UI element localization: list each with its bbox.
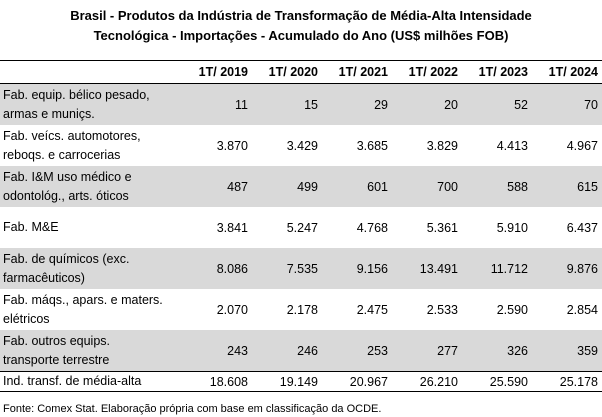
table-cell: 700	[392, 166, 462, 207]
row-label-line-1: Fab. veícs. automotores,	[3, 128, 141, 143]
row-label: Fab. veícs. automotores, reboqs. e carroc…	[0, 125, 182, 166]
source-note: Fonte: Comex Stat. Elaboração própria co…	[3, 403, 382, 415]
table-cell: 9.156	[322, 248, 392, 289]
row-label-line-1: Fab. equip. bélico pesado,	[3, 87, 150, 102]
table-cell: 5.910	[496, 220, 528, 235]
table-row: Fab. máqs., apars. e maters. elétricos 2.…	[0, 289, 602, 330]
row-label-line-1: Fab. de químicos (exc.	[3, 251, 130, 266]
table-cell: 4.768	[356, 220, 388, 235]
table-cell: 11.712	[462, 248, 532, 289]
table-row: Fab. equip. bélico pesado, armas e muniçs…	[0, 83, 602, 125]
title-line-1: Brasil - Produtos da Indústria de Transf…	[70, 8, 532, 23]
table-cell: 6.437	[566, 220, 598, 235]
row-label: Fab. de químicos (exc. farmacêuticos)	[0, 248, 182, 289]
row-label-line-1: Fab. máqs., apars. e maters.	[3, 292, 163, 307]
table-cell: 13.491	[392, 248, 462, 289]
total-cell: 25.590	[462, 371, 532, 392]
table-cell: 20	[392, 83, 462, 125]
table-cell: 2.854	[566, 302, 598, 317]
table-cell: 326	[462, 330, 532, 372]
table-row: Fab. I&M uso médico e odontológ., arts. ó…	[0, 166, 602, 207]
row-label-line-2: odontológ., arts. óticos	[3, 188, 129, 203]
table-cell: 3.829	[426, 138, 458, 153]
table-row: Fab. de químicos (exc. farmacêuticos) 8.0…	[0, 248, 602, 289]
table-cell: 487	[182, 166, 252, 207]
table-cell: 15	[252, 83, 322, 125]
row-label-line-1: Fab. outros equips.	[3, 333, 111, 348]
table-cell: 3.870	[216, 138, 248, 153]
header-cell-2022: 1T/ 2022	[392, 60, 462, 84]
table-row: Fab. veícs. automotores, reboqs. e carroc…	[0, 125, 602, 166]
table-cell: 52	[462, 83, 532, 125]
table-cell: 7.535	[252, 248, 322, 289]
row-label: Fab. máqs., apars. e maters. elétricos	[0, 289, 182, 330]
table-body: Fab. equip. bélico pesado, armas e muniçs…	[0, 83, 602, 392]
table-cell: 359	[532, 330, 602, 372]
total-cell: 26.210	[392, 371, 462, 392]
table-header: 1T/ 2019 1T/ 2020 1T/ 2021 1T/ 2022 1T/ …	[0, 60, 602, 84]
table-cell: 253	[322, 330, 392, 372]
table-cell: 3.685	[356, 138, 388, 153]
table-cell: 5.361	[426, 220, 458, 235]
table-cell: 4.967	[566, 138, 598, 153]
header-cell-2023: 1T/ 2023	[462, 60, 532, 84]
table-cell: 2.533	[426, 302, 458, 317]
table-cell: 3.429	[286, 138, 318, 153]
table-cell: 3.841	[216, 220, 248, 235]
total-label: Ind. transf. de média-alta	[0, 371, 182, 392]
table-cell: 615	[532, 166, 602, 207]
table-cell: 9.876	[532, 248, 602, 289]
row-label-line-1: Fab. I&M uso médico e	[3, 169, 132, 184]
row-label-line-2: elétricos	[3, 311, 50, 326]
table-cell: 601	[322, 166, 392, 207]
table-cell: 70	[532, 83, 602, 125]
row-label-line-1: Fab. M&E	[3, 220, 59, 234]
row-label-line-2: transporte terrestre	[3, 352, 110, 367]
table-cell: 4.413	[496, 138, 528, 153]
row-label: Fab. M&E	[0, 207, 182, 248]
table-cell: 499	[252, 166, 322, 207]
imports-table: 1T/ 2019 1T/ 2020 1T/ 2021 1T/ 2022 1T/ …	[0, 60, 602, 392]
row-label: Fab. I&M uso médico e odontológ., arts. ó…	[0, 166, 182, 207]
table-cell: 246	[252, 330, 322, 372]
table-row: Fab. outros equips. transporte terrestre …	[0, 330, 602, 372]
table-cell: 588	[462, 166, 532, 207]
total-cell: 18.608	[182, 371, 252, 392]
header-cell-2020: 1T/ 2020	[252, 60, 322, 84]
header-row: 1T/ 2019 1T/ 2020 1T/ 2021 1T/ 2022 1T/ …	[0, 60, 602, 84]
table-cell: 2.590	[496, 302, 528, 317]
header-cell-2019: 1T/ 2019	[182, 60, 252, 84]
table-cell: 2.475	[356, 302, 388, 317]
row-label-line-2: reboqs. e carrocerias	[3, 147, 121, 162]
row-label: Fab. outros equips. transporte terrestre	[0, 330, 182, 372]
table-cell: 243	[182, 330, 252, 372]
total-row: Ind. transf. de média-alta 18.608 19.149…	[0, 371, 602, 392]
table-cell: 2.178	[286, 302, 318, 317]
total-cell: 19.149	[252, 371, 322, 392]
table-cell: 5.247	[286, 220, 318, 235]
title-line-2: Tecnológica - Importações - Acumulado do…	[93, 28, 509, 43]
row-label-line-2: armas e muniçs.	[3, 106, 95, 121]
table-cell: 2.070	[216, 302, 248, 317]
row-label: Fab. equip. bélico pesado, armas e muniçs…	[0, 83, 182, 125]
total-cell: 20.967	[322, 371, 392, 392]
table-cell: 11	[182, 83, 252, 125]
header-cell-label	[0, 60, 182, 84]
table-cell: 29	[322, 83, 392, 125]
total-cell: 25.178	[532, 371, 602, 392]
table-cell: 277	[392, 330, 462, 372]
header-cell-2024: 1T/ 2024	[532, 60, 602, 84]
table-row: Fab. M&E 3.841 5.247 4.768 5.361 5.910 6…	[0, 207, 602, 248]
header-cell-2021: 1T/ 2021	[322, 60, 392, 84]
row-label-line-2: farmacêuticos)	[3, 270, 85, 285]
table-cell: 8.086	[182, 248, 252, 289]
table-title: Brasil - Produtos da Indústria de Transf…	[0, 6, 602, 46]
